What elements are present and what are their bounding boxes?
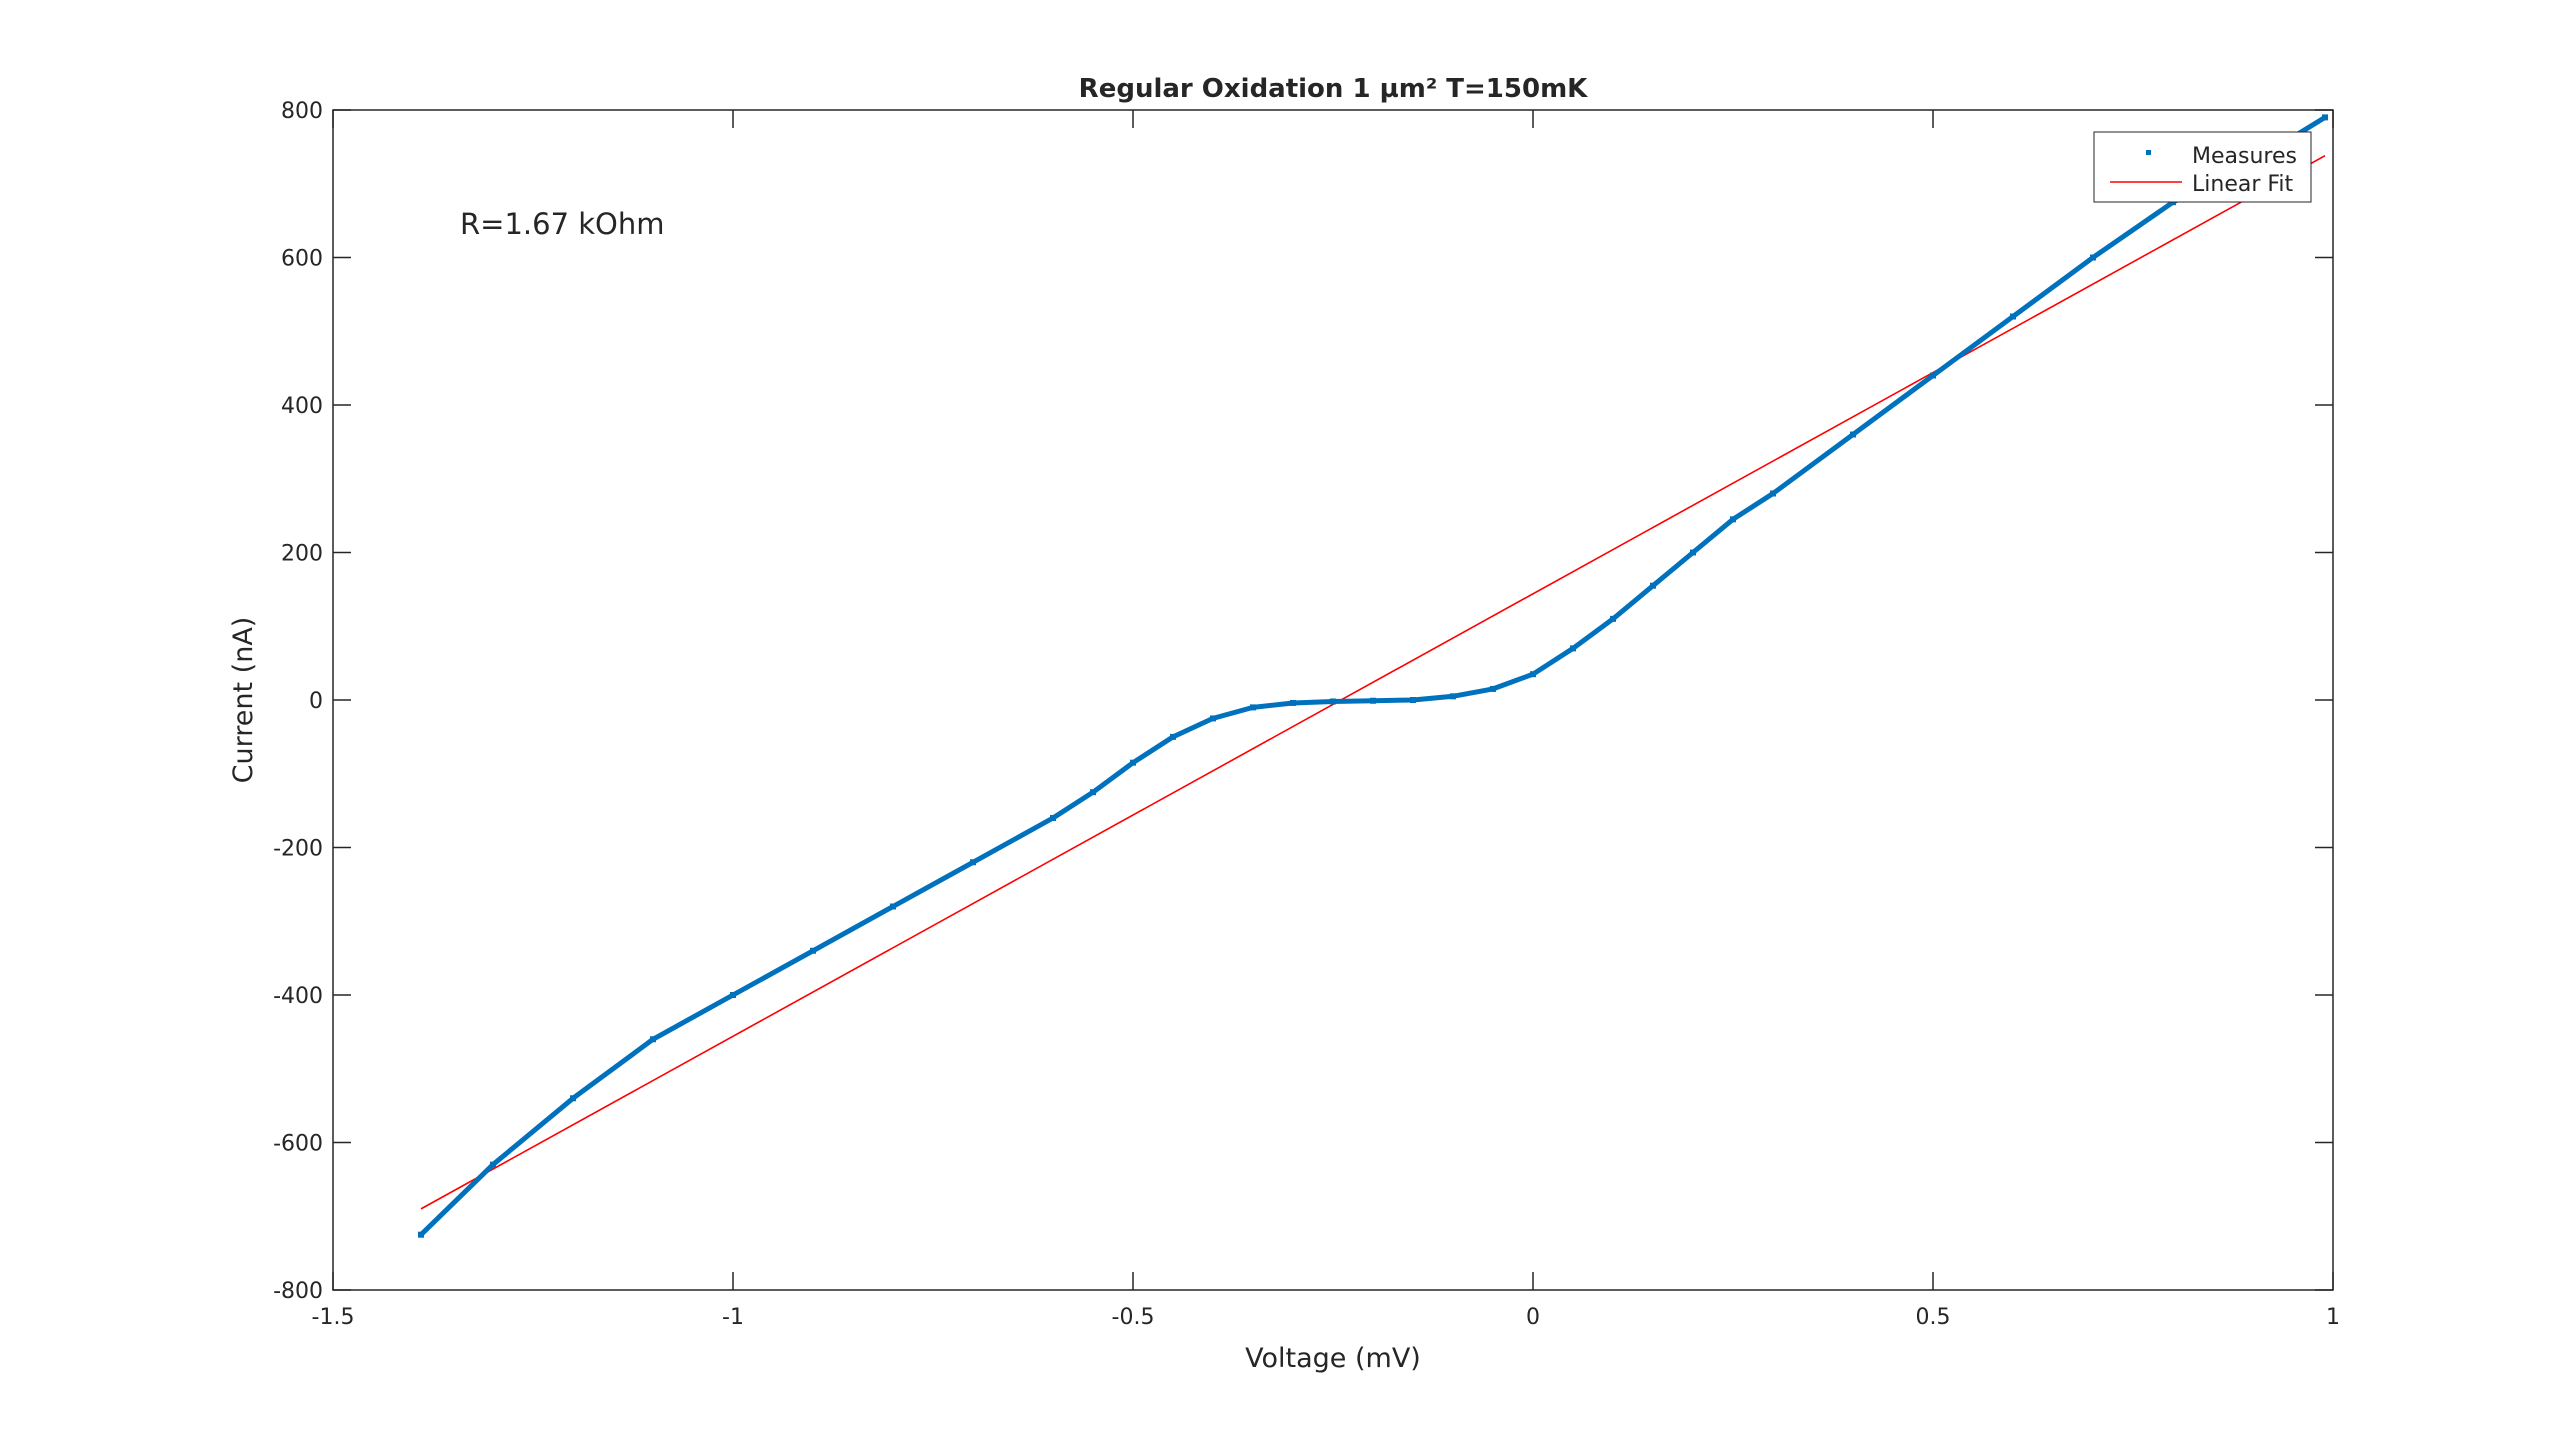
measures-point [730, 992, 736, 998]
y-tick-label: 800 [281, 99, 323, 124]
axis-ticks [332, 109, 2334, 1291]
resistance-annotation: R=1.67 kOhm [460, 207, 665, 241]
measures-point [2010, 313, 2016, 320]
measures-point [1170, 733, 1176, 740]
x-tick-label: 1 [2326, 1305, 2340, 1330]
measures-point [1050, 815, 1056, 821]
y-tick-label: -200 [273, 837, 323, 862]
measures-point [1650, 582, 1656, 589]
legend-marker-measures [2146, 150, 2151, 155]
axis-tick-labels: -1.5 -1 -0.5 0 0.5 1 -800 -600 -400 -200 0 200 400 60… [273, 99, 2340, 1330]
measures-point [1290, 699, 1296, 706]
x-tick-label: 0 [1526, 1305, 1540, 1330]
series-layer [418, 114, 2328, 1238]
chart-title: Regular Oxidation 1 µm² T=150mK [1079, 74, 1589, 104]
measures-point [1450, 693, 1456, 700]
measures-point [1210, 715, 1216, 722]
measures-point [890, 903, 896, 910]
measures-point [1530, 671, 1536, 678]
measures-point [650, 1036, 656, 1043]
y-tick-label: 0 [309, 689, 323, 714]
measures-point [1490, 685, 1496, 692]
measures-point [2322, 114, 2328, 121]
legend-box [2093, 131, 2312, 203]
y-axis-label: Current (nA) [228, 617, 259, 784]
measures-point [970, 859, 976, 866]
y-tick-label: -800 [273, 1279, 323, 1304]
legend[interactable]: Measures Linear Fit [2093, 131, 2312, 203]
measures-point [418, 1231, 424, 1238]
measures-point [490, 1161, 496, 1168]
measures-point [1090, 789, 1096, 796]
legend-label-linear-fit: Linear Fit [2192, 172, 2294, 197]
y-tick-label: 600 [281, 247, 323, 272]
x-tick-label: -1.5 [312, 1305, 355, 1330]
x-tick-label: -1 [722, 1305, 744, 1330]
measures-point [570, 1095, 576, 1102]
measures-point [1250, 704, 1256, 711]
x-tick-label: -0.5 [1112, 1305, 1155, 1330]
measures-point [1610, 615, 1616, 622]
measures-point [1410, 697, 1416, 703]
measures-point [1130, 759, 1136, 766]
measures-point [1770, 490, 1776, 497]
measures-point [810, 947, 816, 954]
measures-series-line [418, 114, 2328, 1238]
x-axis-label: Voltage (mV) [1245, 1343, 1421, 1374]
legend-label-measures: Measures [2192, 144, 2297, 169]
y-tick-label: 200 [281, 542, 323, 567]
y-tick-label: -600 [273, 1132, 323, 1157]
measures-point [1730, 516, 1736, 523]
measures-point [1370, 697, 1376, 704]
measures-point [1570, 645, 1576, 652]
measures-point [1850, 431, 1856, 438]
x-tick-label: 0.5 [1916, 1305, 1951, 1330]
measures-point [2090, 254, 2096, 261]
measures-point [1330, 698, 1336, 705]
y-tick-label: -400 [273, 984, 323, 1009]
linear-fit-line [420, 155, 2326, 1210]
measures-point [1690, 549, 1696, 556]
y-tick-label: 400 [281, 394, 323, 419]
measures-point [1930, 372, 1936, 379]
